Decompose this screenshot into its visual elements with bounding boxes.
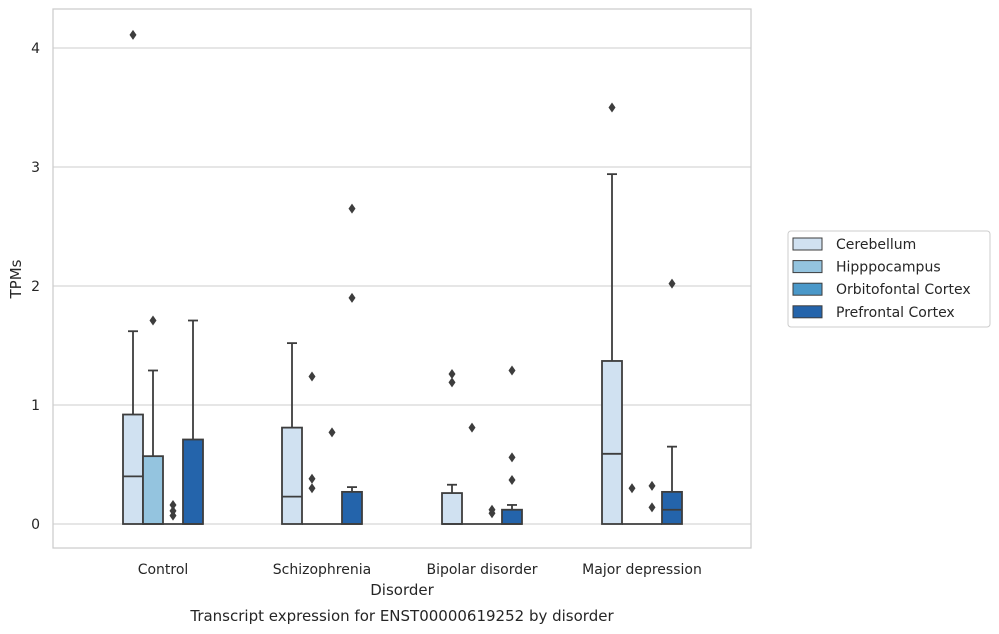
box-1-2 bbox=[462, 422, 482, 525]
outlier-point bbox=[648, 480, 656, 491]
box-2-2 bbox=[482, 504, 502, 525]
outlier-point bbox=[608, 102, 616, 113]
y-tick-label: 1 bbox=[31, 398, 40, 414]
legend-swatch bbox=[792, 282, 823, 296]
box-plots bbox=[122, 29, 683, 525]
x-tick-label: Schizophrenia bbox=[273, 562, 371, 578]
outlier-point bbox=[328, 427, 336, 438]
grid-lines bbox=[53, 47, 751, 525]
outlier-point bbox=[648, 502, 656, 513]
box-body bbox=[122, 413, 144, 525]
box-body bbox=[601, 360, 623, 525]
legend-swatch bbox=[792, 305, 823, 319]
box-2-3 bbox=[642, 480, 662, 525]
x-axis-label: Disorder bbox=[370, 581, 434, 599]
outlier-point bbox=[308, 371, 316, 382]
legend-swatch bbox=[792, 237, 823, 251]
legend: Cerebellum Hipppocampus Orbitofontal Corte… bbox=[787, 230, 991, 328]
outlier-point bbox=[668, 278, 676, 289]
legend-label: Cerebellum bbox=[836, 237, 916, 253]
box-0-0 bbox=[122, 29, 144, 525]
outlier-point bbox=[468, 422, 476, 433]
box-2-1 bbox=[322, 427, 342, 525]
y-tick-label: 2 bbox=[31, 279, 40, 295]
outlier-point bbox=[508, 474, 516, 485]
box-1-0 bbox=[142, 315, 164, 525]
y-axis-label: TPMs bbox=[7, 259, 25, 299]
outlier-point bbox=[488, 504, 496, 515]
box-body bbox=[441, 492, 463, 525]
box-body bbox=[341, 490, 363, 525]
outlier-point bbox=[169, 499, 177, 510]
y-tick-labels: 0 1 2 3 4 bbox=[31, 41, 40, 533]
box-0-1 bbox=[281, 342, 303, 525]
box-1-3 bbox=[622, 483, 642, 525]
box-body bbox=[281, 426, 303, 525]
box-0-2 bbox=[441, 369, 463, 525]
outlier-point bbox=[448, 369, 456, 380]
y-tick-label: 0 bbox=[31, 517, 40, 533]
legend-swatch bbox=[792, 260, 823, 274]
box-3-1 bbox=[341, 203, 363, 525]
outlier-point bbox=[508, 452, 516, 463]
y-tick-label: 4 bbox=[31, 41, 40, 57]
legend-label: Orbitofontal Cortex bbox=[836, 282, 971, 298]
box-body bbox=[182, 438, 204, 525]
outlier-point bbox=[628, 483, 636, 494]
legend-frame bbox=[787, 230, 991, 328]
outlier-point bbox=[348, 292, 356, 303]
x-tick-label: Bipolar disorder bbox=[426, 562, 537, 578]
box-1-1 bbox=[302, 371, 322, 525]
box-0-3 bbox=[601, 102, 623, 525]
chart-title: Transcript expression for ENST0000061925… bbox=[189, 607, 614, 625]
box-3-0 bbox=[182, 319, 204, 525]
legend-label: Prefrontal Cortex bbox=[836, 305, 955, 321]
x-tick-labels: Control Schizophrenia Bipolar disorder Majo… bbox=[138, 562, 702, 578]
outlier-point bbox=[149, 315, 157, 326]
x-tick-label: Major depression bbox=[582, 562, 702, 578]
box-3-2 bbox=[501, 365, 523, 525]
box-body bbox=[661, 490, 683, 525]
outlier-point bbox=[129, 29, 137, 40]
outlier-point bbox=[308, 483, 316, 494]
outlier-point bbox=[169, 505, 177, 516]
box-2-0 bbox=[163, 499, 183, 525]
outlier-point bbox=[448, 377, 456, 388]
outlier-point bbox=[508, 365, 516, 376]
plot-area bbox=[52, 8, 752, 549]
legend-label: Hipppocampus bbox=[836, 260, 941, 276]
box-body bbox=[142, 455, 164, 525]
box-3-3 bbox=[661, 278, 683, 525]
x-tick-label: Control bbox=[138, 562, 189, 578]
box-body bbox=[501, 508, 523, 525]
y-tick-label: 3 bbox=[31, 160, 40, 176]
outlier-point bbox=[348, 203, 356, 214]
outlier-point bbox=[308, 473, 316, 484]
